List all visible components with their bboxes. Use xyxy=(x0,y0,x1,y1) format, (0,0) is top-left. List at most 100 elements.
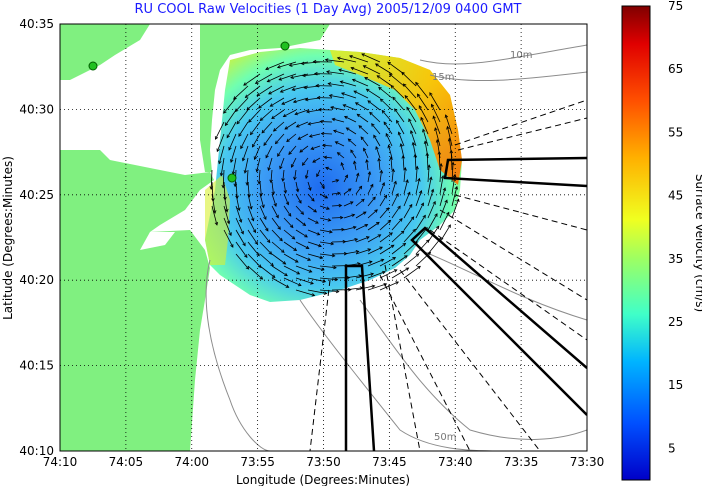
velocity-vector-head xyxy=(417,177,421,182)
velocity-vector-head xyxy=(392,96,396,101)
velocity-vector-head xyxy=(271,274,276,278)
velocity-vector xyxy=(415,202,424,219)
velocity-vector-head xyxy=(405,179,409,183)
velocity-vector-head xyxy=(256,92,261,97)
velocity-vector xyxy=(223,181,226,200)
velocity-vector-head xyxy=(311,197,315,202)
velocity-vector xyxy=(246,169,249,186)
velocity-vector xyxy=(337,152,345,159)
velocity-vector-head xyxy=(251,217,255,222)
velocity-vector-head xyxy=(323,291,328,295)
velocity-vector-head xyxy=(317,107,322,112)
velocity-vector-head xyxy=(312,159,316,163)
velocity-vector-head xyxy=(296,271,301,275)
velocity-vector-head xyxy=(238,133,242,137)
velocity-vector xyxy=(343,188,352,195)
velocity-vector-head xyxy=(342,104,347,108)
velocity-vector-head xyxy=(350,66,355,71)
velocity-vector-head xyxy=(321,185,325,189)
velocity-vector xyxy=(343,104,357,111)
velocity-vector-head xyxy=(380,258,385,263)
velocity-vector-head xyxy=(418,190,423,194)
velocity-vector xyxy=(403,216,415,231)
velocity-vector xyxy=(283,217,294,228)
velocity-vector-head xyxy=(236,120,240,125)
velocity-vector-head xyxy=(302,222,307,227)
velocity-vector-head xyxy=(437,237,442,242)
velocity-vector-head xyxy=(336,56,341,61)
velocity-vector-head xyxy=(377,234,382,238)
land-inlet xyxy=(140,232,175,250)
velocity-vector-head xyxy=(425,239,430,244)
velocity-vector-head xyxy=(228,232,232,237)
velocity-vector xyxy=(344,116,357,123)
velocity-vector xyxy=(367,271,386,279)
velocity-vector-head xyxy=(447,137,452,142)
velocity-vector xyxy=(271,181,274,195)
velocity-vector-head xyxy=(417,265,421,270)
velocity-vector xyxy=(283,109,297,117)
velocity-vector xyxy=(338,69,357,75)
velocity-vector-head xyxy=(376,75,381,79)
velocity-vector xyxy=(355,285,375,291)
velocity-vector xyxy=(321,133,333,135)
velocity-field-high xyxy=(330,50,462,185)
velocity-vector xyxy=(367,100,381,111)
velocity-vector-head xyxy=(434,127,438,131)
velocity-vector-head xyxy=(297,136,302,140)
velocity-vector-head xyxy=(401,71,405,76)
velocity-vector-head xyxy=(389,156,393,161)
velocity-vector xyxy=(319,265,337,269)
velocity-vector xyxy=(343,174,348,183)
velocity-vector xyxy=(222,169,225,188)
velocity-vector xyxy=(341,92,357,99)
velocity-vector xyxy=(271,265,288,277)
velocity-vector-head xyxy=(357,262,361,266)
velocity-vector xyxy=(373,135,381,147)
velocity-vector xyxy=(331,192,341,195)
velocity-vector xyxy=(289,61,309,66)
velocity-vector xyxy=(324,156,333,159)
velocity-vector-head xyxy=(328,94,333,98)
velocity-vector-head xyxy=(420,202,424,207)
velocity-vector-head xyxy=(403,166,407,171)
x-tick-label: 73:45 xyxy=(372,455,407,469)
velocity-vector-head xyxy=(355,172,360,177)
velocity-vector-head xyxy=(281,178,285,182)
velocity-vector-head xyxy=(257,105,262,109)
velocity-vector-head xyxy=(294,259,299,263)
velocity-vector xyxy=(391,205,401,219)
velocity-vector-head xyxy=(371,123,375,127)
velocity-vector xyxy=(259,193,265,208)
velocity-vector xyxy=(418,105,429,123)
velocity-vector-head xyxy=(399,217,403,222)
velocity-vector-head xyxy=(396,119,400,124)
velocity-vector-head xyxy=(316,95,321,100)
velocity-vector xyxy=(375,146,381,159)
velocity-vector xyxy=(271,109,285,119)
velocity-vector-head xyxy=(415,165,419,170)
velocity-vector xyxy=(427,225,440,243)
velocity-vector xyxy=(228,133,237,151)
velocity-vector xyxy=(210,169,213,190)
velocity-vector-head xyxy=(320,267,325,272)
plot-area: 10m 15m 50m xyxy=(60,24,587,451)
velocity-vector-head xyxy=(374,63,379,67)
velocity-vector xyxy=(379,257,396,267)
velocity-vector-head xyxy=(363,147,367,152)
velocity-vector xyxy=(238,121,249,137)
velocity-vector xyxy=(240,133,249,149)
velocity-vector xyxy=(295,217,306,226)
y-tick-label: 40:35 xyxy=(19,17,54,31)
colorbar-tick-label: 45 xyxy=(668,189,683,203)
velocity-vector-head xyxy=(263,216,267,221)
velocity-vector-head xyxy=(282,113,287,118)
velocity-vector-head xyxy=(435,225,440,230)
velocity-vector xyxy=(235,253,249,270)
velocity-vector xyxy=(379,232,393,243)
velocity-vector xyxy=(259,229,271,243)
velocity-vector-head xyxy=(279,165,283,170)
station-marker xyxy=(88,61,98,71)
velocity-vector xyxy=(259,181,262,196)
velocity-vector xyxy=(220,157,225,176)
